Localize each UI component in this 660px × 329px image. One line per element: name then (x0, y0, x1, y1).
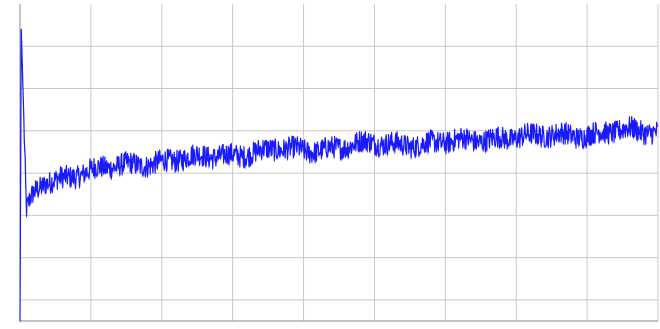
grid-lines (20, 4, 659, 321)
series-group (19, 28, 659, 323)
series-line-band (19, 30, 659, 323)
